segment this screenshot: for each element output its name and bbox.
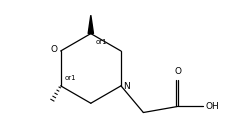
Polygon shape bbox=[88, 15, 93, 34]
Text: O: O bbox=[174, 67, 181, 76]
Text: O: O bbox=[51, 45, 58, 54]
Text: or1: or1 bbox=[64, 75, 76, 81]
Text: N: N bbox=[122, 82, 129, 91]
Text: or1: or1 bbox=[95, 39, 107, 45]
Text: OH: OH bbox=[204, 102, 218, 111]
